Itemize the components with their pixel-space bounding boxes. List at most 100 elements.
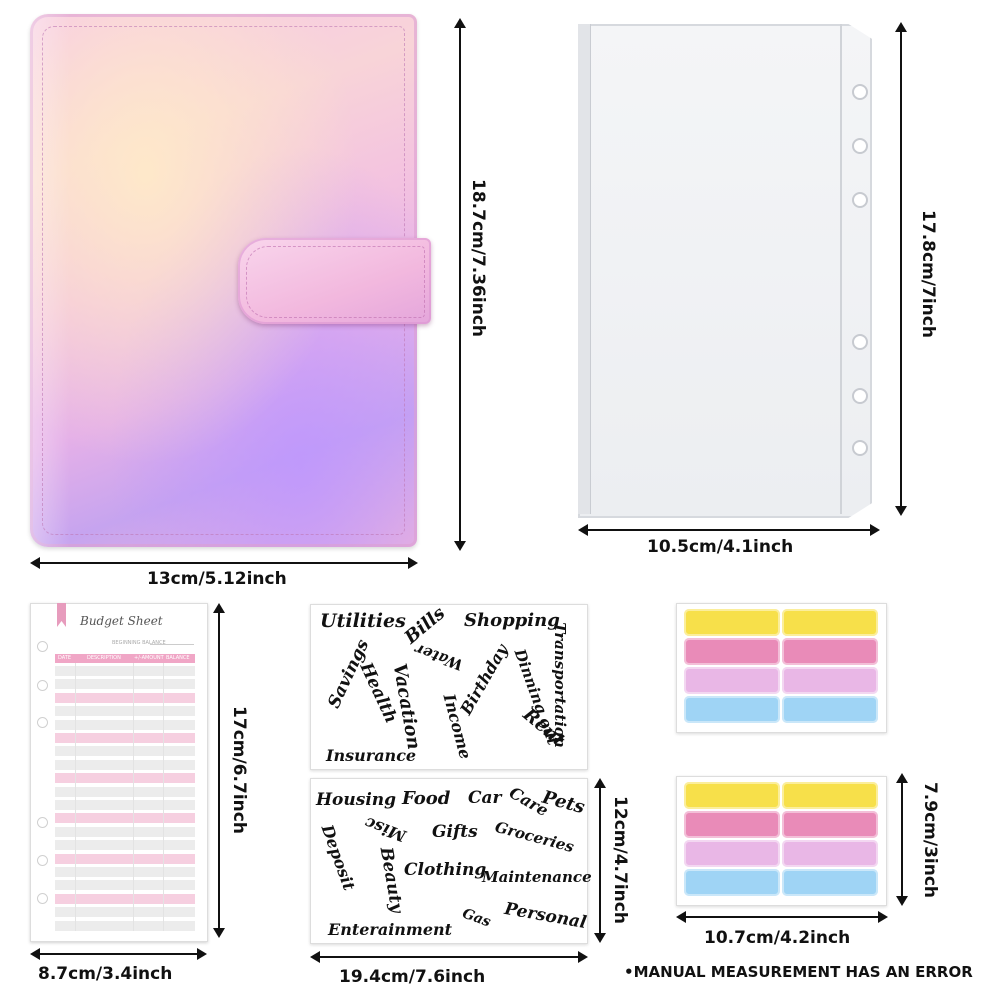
sheet-row <box>55 666 195 676</box>
arrow-left-icon <box>30 948 40 960</box>
tabs-width-label: 10.7cm/4.2inch <box>704 928 851 948</box>
binder-height-label: 18.7cm/7.36inch <box>468 179 488 337</box>
sheet-row <box>55 840 195 851</box>
arrow-left-icon <box>676 911 686 923</box>
index-tab <box>782 869 878 896</box>
index-tab <box>684 667 780 694</box>
index-tab <box>684 840 780 867</box>
zipper-envelope <box>578 24 872 518</box>
binder-hole <box>852 334 868 350</box>
tabs-height-line <box>901 781 903 899</box>
index-tab <box>684 782 780 809</box>
sheet-row <box>55 853 195 864</box>
col-date: DATE <box>58 655 72 661</box>
sticker-sheet-bottom <box>310 778 588 944</box>
binder-strap-stitching <box>246 246 425 318</box>
sheet-width-label: 8.7cm/3.4inch <box>38 964 173 984</box>
arrow-left-icon <box>30 557 40 569</box>
index-tab <box>782 811 878 838</box>
index-tab <box>684 638 780 665</box>
arrow-left-icon <box>310 951 320 963</box>
binder-spine-highlight <box>30 14 70 547</box>
arrow-down-icon <box>896 896 908 906</box>
col-balance: BALANCE <box>166 655 190 661</box>
sticker-word: Car <box>468 788 502 808</box>
sheet-row <box>55 813 195 824</box>
arrow-up-icon <box>896 773 908 783</box>
sticker-word: Insurance <box>326 746 417 765</box>
arrow-right-icon <box>197 948 207 960</box>
sticker-word: Shopping <box>464 610 560 631</box>
arrow-left-icon <box>578 524 588 536</box>
arrow-right-icon <box>408 557 418 569</box>
arrow-up-icon <box>895 22 907 32</box>
sheet-row <box>55 786 195 797</box>
index-tab <box>782 667 878 694</box>
measurement-footnote: •MANUAL MEASUREMENT HAS AN ERROR <box>624 963 973 981</box>
col-divider <box>75 663 76 931</box>
arrow-down-icon <box>594 933 606 943</box>
sheet-row <box>55 893 195 904</box>
index-tab <box>684 696 780 723</box>
col-divider <box>163 663 164 931</box>
index-tab <box>684 609 780 636</box>
binder-hole <box>37 717 48 728</box>
sheet-row <box>55 867 195 877</box>
arrow-up-icon <box>594 778 606 788</box>
sheet-row <box>55 773 195 784</box>
sheet-row <box>55 826 195 837</box>
binder-hole <box>37 817 48 828</box>
binder-hole <box>852 388 868 404</box>
arrow-down-icon <box>213 928 225 938</box>
sticker-sheet-top <box>310 604 588 770</box>
sheet-width-line <box>38 953 198 955</box>
binder-width-label: 13cm/5.12inch <box>147 569 287 589</box>
col-amount: +/-AMOUNT <box>134 655 164 661</box>
arrow-right-icon <box>878 911 888 923</box>
sheet-row <box>55 733 195 743</box>
binder-hole <box>37 680 48 691</box>
binder-hole <box>852 138 868 154</box>
envelope-binding-edge <box>840 24 842 514</box>
sticker-word: Gifts <box>432 822 478 842</box>
arrow-right-icon <box>870 524 880 536</box>
col-description: DESCRIPTION <box>87 655 121 661</box>
tabs-width-line <box>684 916 880 918</box>
binder-hole <box>37 641 48 652</box>
arrow-right-icon <box>578 951 588 963</box>
stickers-width-label: 19.4cm/7.6inch <box>339 967 486 987</box>
sheet-row <box>55 920 195 931</box>
index-tab <box>684 811 780 838</box>
sticker-word: Housing <box>316 790 397 810</box>
binder-hole <box>852 192 868 208</box>
sheet-row <box>55 907 195 918</box>
sheet-row <box>55 706 195 717</box>
index-tab <box>782 840 878 867</box>
sticker-word: Enterainment <box>328 920 453 939</box>
budget-sheet-header: DATE DESCRIPTION +/-AMOUNT BALANCE <box>55 654 195 663</box>
sheet-row <box>55 692 195 703</box>
balance-line <box>150 644 194 645</box>
sticker-word: Utilities <box>320 610 406 632</box>
arrow-down-icon <box>895 506 907 516</box>
index-tab <box>782 609 878 636</box>
sheet-height-label: 17cm/6.7inch <box>229 706 249 834</box>
sticker-word: Clothing <box>404 860 487 880</box>
sheet-row <box>55 746 195 757</box>
budget-sheet-title: Budget Sheet <box>80 614 163 628</box>
sheet-ribbon-icon <box>57 603 66 627</box>
binder-hole <box>37 855 48 866</box>
sheet-row <box>55 759 195 770</box>
binder-height-line <box>459 26 461 542</box>
arrow-down-icon <box>454 541 466 551</box>
arrow-up-icon <box>213 603 225 613</box>
sheet-row <box>55 800 195 810</box>
binder-hole <box>852 84 868 100</box>
stickers-height-label: 12cm/4.7inch <box>610 796 630 924</box>
col-divider <box>133 663 134 931</box>
arrow-up-icon <box>454 18 466 28</box>
stickers-height-line <box>599 786 601 936</box>
binder-width-line <box>38 562 410 564</box>
envelope-width-label: 10.5cm/4.1inch <box>647 537 794 557</box>
envelope-zipper-strip <box>578 24 591 514</box>
